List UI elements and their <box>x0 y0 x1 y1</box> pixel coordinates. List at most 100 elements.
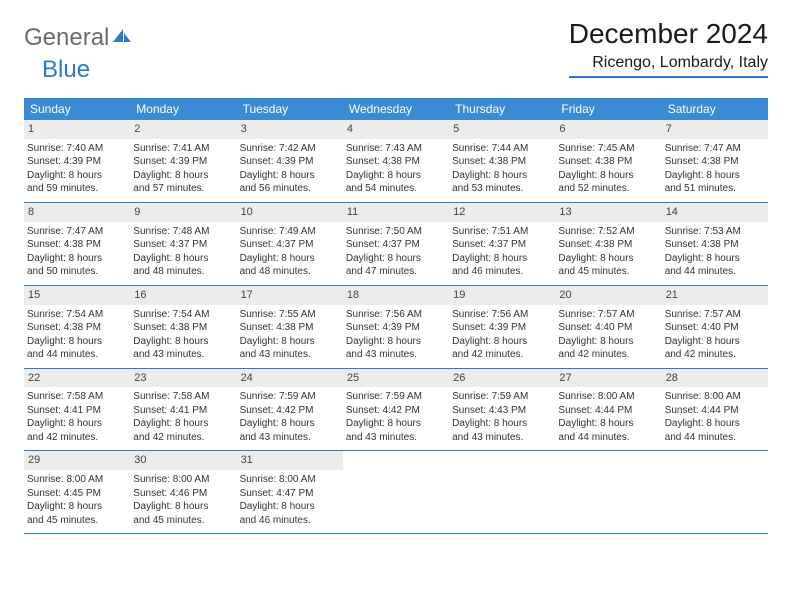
day-number: 26 <box>449 369 555 388</box>
day-number: 25 <box>343 369 449 388</box>
day-d2: and 42 minutes. <box>452 348 552 362</box>
day-d2: and 45 minutes. <box>133 514 233 528</box>
day-d2: and 44 minutes. <box>665 431 765 445</box>
day-number: 24 <box>237 369 343 388</box>
day-cell: 19Sunrise: 7:56 AMSunset: 4:39 PMDayligh… <box>449 286 555 368</box>
day-ss: Sunset: 4:40 PM <box>558 321 658 335</box>
day-d1: Daylight: 8 hours <box>27 252 127 266</box>
day-number: 30 <box>130 451 236 470</box>
day-sr: Sunrise: 7:58 AM <box>27 390 127 404</box>
day-sr: Sunrise: 7:59 AM <box>240 390 340 404</box>
day-number: 6 <box>555 120 661 139</box>
day-sr: Sunrise: 8:00 AM <box>240 473 340 487</box>
day-cell: 23Sunrise: 7:58 AMSunset: 4:41 PMDayligh… <box>130 369 236 451</box>
day-d1: Daylight: 8 hours <box>240 500 340 514</box>
day-d2: and 42 minutes. <box>665 348 765 362</box>
day-d2: and 59 minutes. <box>27 182 127 196</box>
day-ss: Sunset: 4:45 PM <box>27 487 127 501</box>
day-sr: Sunrise: 8:00 AM <box>558 390 658 404</box>
day-sr: Sunrise: 7:49 AM <box>240 225 340 239</box>
day-cell: 18Sunrise: 7:56 AMSunset: 4:39 PMDayligh… <box>343 286 449 368</box>
day-number: 17 <box>237 286 343 305</box>
day-ss: Sunset: 4:38 PM <box>665 155 765 169</box>
day-number: 10 <box>237 203 343 222</box>
day-ss: Sunset: 4:40 PM <box>665 321 765 335</box>
day-ss: Sunset: 4:38 PM <box>558 238 658 252</box>
day-cell: 13Sunrise: 7:52 AMSunset: 4:38 PMDayligh… <box>555 203 661 285</box>
day-number: 11 <box>343 203 449 222</box>
day-d1: Daylight: 8 hours <box>346 169 446 183</box>
day-ss: Sunset: 4:41 PM <box>27 404 127 418</box>
day-cell: 1Sunrise: 7:40 AMSunset: 4:39 PMDaylight… <box>24 120 130 202</box>
day-ss: Sunset: 4:47 PM <box>240 487 340 501</box>
day-d1: Daylight: 8 hours <box>133 417 233 431</box>
day-cell <box>662 451 768 533</box>
day-cell <box>555 451 661 533</box>
day-d1: Daylight: 8 hours <box>665 335 765 349</box>
logo-general: General <box>24 24 109 52</box>
day-sr: Sunrise: 7:48 AM <box>133 225 233 239</box>
day-sr: Sunrise: 7:42 AM <box>240 142 340 156</box>
day-number: 21 <box>662 286 768 305</box>
day-number: 7 <box>662 120 768 139</box>
day-ss: Sunset: 4:39 PM <box>452 321 552 335</box>
day-ss: Sunset: 4:38 PM <box>452 155 552 169</box>
day-d1: Daylight: 8 hours <box>133 335 233 349</box>
logo-sail-icon <box>111 27 133 50</box>
day-header-friday: Friday <box>555 98 661 120</box>
day-ss: Sunset: 4:38 PM <box>133 321 233 335</box>
day-d1: Daylight: 8 hours <box>346 335 446 349</box>
day-number: 31 <box>237 451 343 470</box>
day-d2: and 43 minutes. <box>346 348 446 362</box>
day-ss: Sunset: 4:37 PM <box>452 238 552 252</box>
day-ss: Sunset: 4:39 PM <box>27 155 127 169</box>
day-ss: Sunset: 4:38 PM <box>558 155 658 169</box>
day-sr: Sunrise: 7:56 AM <box>346 308 446 322</box>
day-ss: Sunset: 4:37 PM <box>240 238 340 252</box>
location-subtitle: Ricengo, Lombardy, Italy <box>569 54 768 78</box>
day-cell: 24Sunrise: 7:59 AMSunset: 4:42 PMDayligh… <box>237 369 343 451</box>
day-number: 15 <box>24 286 130 305</box>
day-cell: 27Sunrise: 8:00 AMSunset: 4:44 PMDayligh… <box>555 369 661 451</box>
day-sr: Sunrise: 7:47 AM <box>665 142 765 156</box>
day-d1: Daylight: 8 hours <box>452 417 552 431</box>
title-block: December 2024 Ricengo, Lombardy, Italy <box>569 18 768 78</box>
day-d2: and 43 minutes. <box>452 431 552 445</box>
day-d2: and 43 minutes. <box>133 348 233 362</box>
day-sr: Sunrise: 7:50 AM <box>346 225 446 239</box>
day-ss: Sunset: 4:38 PM <box>27 321 127 335</box>
day-d1: Daylight: 8 hours <box>240 252 340 266</box>
day-cell: 4Sunrise: 7:43 AMSunset: 4:38 PMDaylight… <box>343 120 449 202</box>
day-number: 4 <box>343 120 449 139</box>
day-cell: 3Sunrise: 7:42 AMSunset: 4:39 PMDaylight… <box>237 120 343 202</box>
day-cell <box>449 451 555 533</box>
day-d1: Daylight: 8 hours <box>240 169 340 183</box>
day-ss: Sunset: 4:42 PM <box>240 404 340 418</box>
day-ss: Sunset: 4:39 PM <box>346 321 446 335</box>
day-d2: and 53 minutes. <box>452 182 552 196</box>
day-ss: Sunset: 4:43 PM <box>452 404 552 418</box>
week-row: 22Sunrise: 7:58 AMSunset: 4:41 PMDayligh… <box>24 369 768 452</box>
day-d2: and 46 minutes. <box>452 265 552 279</box>
day-header-tuesday: Tuesday <box>237 98 343 120</box>
day-header-monday: Monday <box>130 98 236 120</box>
day-sr: Sunrise: 7:57 AM <box>558 308 658 322</box>
day-d2: and 48 minutes. <box>133 265 233 279</box>
day-cell: 25Sunrise: 7:59 AMSunset: 4:42 PMDayligh… <box>343 369 449 451</box>
day-d1: Daylight: 8 hours <box>558 417 658 431</box>
day-cell: 20Sunrise: 7:57 AMSunset: 4:40 PMDayligh… <box>555 286 661 368</box>
day-cell: 11Sunrise: 7:50 AMSunset: 4:37 PMDayligh… <box>343 203 449 285</box>
day-header-wednesday: Wednesday <box>343 98 449 120</box>
day-header-sunday: Sunday <box>24 98 130 120</box>
day-d1: Daylight: 8 hours <box>27 169 127 183</box>
week-row: 1Sunrise: 7:40 AMSunset: 4:39 PMDaylight… <box>24 120 768 203</box>
day-d2: and 44 minutes. <box>27 348 127 362</box>
day-d1: Daylight: 8 hours <box>346 252 446 266</box>
day-d1: Daylight: 8 hours <box>27 417 127 431</box>
day-cell: 16Sunrise: 7:54 AMSunset: 4:38 PMDayligh… <box>130 286 236 368</box>
day-d2: and 57 minutes. <box>133 182 233 196</box>
day-number: 8 <box>24 203 130 222</box>
day-number: 27 <box>555 369 661 388</box>
day-d2: and 44 minutes. <box>558 431 658 445</box>
calendar: SundayMondayTuesdayWednesdayThursdayFrid… <box>24 98 768 534</box>
